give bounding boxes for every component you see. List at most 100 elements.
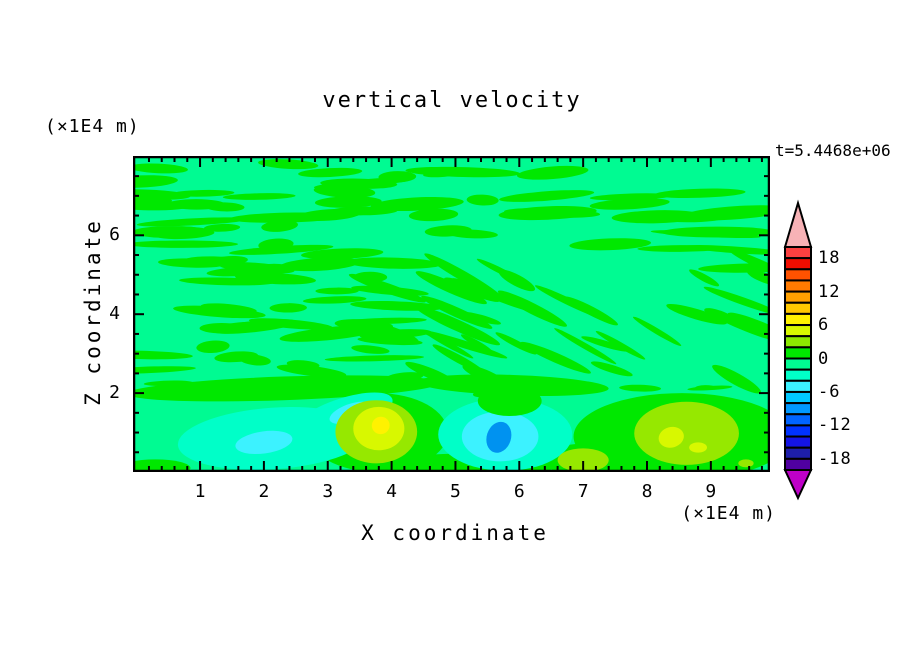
streak <box>173 305 266 319</box>
streak <box>408 208 459 222</box>
patch-right-updraft-chartreuse <box>658 426 684 448</box>
x-tick-label: 4 <box>386 481 398 502</box>
streak <box>460 334 493 353</box>
streak <box>484 387 519 392</box>
streak <box>516 165 589 180</box>
colorbar-bin <box>784 413 812 427</box>
streak <box>203 223 241 232</box>
streak <box>654 188 746 198</box>
field-layer <box>133 156 770 472</box>
streak <box>495 332 537 355</box>
patch-right-updraft-yellowgreen <box>634 401 739 465</box>
streak <box>581 336 630 352</box>
x-axis-title: X coordinate <box>361 521 549 545</box>
colorbar-bin <box>784 435 812 449</box>
streak <box>136 217 249 227</box>
x-tick-label: 8 <box>641 481 653 502</box>
streak <box>232 270 281 280</box>
colorbar-bin <box>784 446 812 460</box>
page-title: vertical velocity <box>322 88 582 113</box>
streak <box>155 228 215 240</box>
streak <box>133 163 188 174</box>
streak <box>595 330 646 360</box>
patch-updraft-left-yellow-core <box>371 416 390 435</box>
streak <box>158 258 227 268</box>
streak <box>351 345 390 354</box>
streak <box>133 175 178 188</box>
streak <box>345 257 442 269</box>
colorbar-tick-label: 18 <box>818 248 841 269</box>
streak <box>712 364 761 394</box>
streak <box>167 199 226 210</box>
z-tick-label: 4 <box>109 303 120 325</box>
colorbar-bin <box>784 335 812 349</box>
streak <box>384 372 424 383</box>
colorbar-bin <box>784 402 812 416</box>
colorbar-bin <box>784 301 812 315</box>
colorbar-tick-label: -18 <box>818 448 852 469</box>
streak <box>215 385 250 392</box>
streak <box>133 189 191 200</box>
feature-patches <box>133 374 770 472</box>
x-axis-unit-label: (×1E4 m) <box>681 503 776 524</box>
colorbar-bin <box>784 346 812 360</box>
patch-left-downdraft-core <box>235 430 293 455</box>
streak <box>504 207 601 218</box>
streak <box>472 390 494 398</box>
colorbar-tick-label: -12 <box>818 415 852 436</box>
colorbar-tick-label: 6 <box>818 315 830 336</box>
streak <box>424 253 503 300</box>
streak <box>497 290 567 327</box>
streak <box>370 196 464 212</box>
streak <box>133 350 193 360</box>
streak <box>704 308 736 323</box>
colorbar-bin <box>784 457 812 472</box>
colorbar-tick-label: 12 <box>818 281 841 302</box>
colorbar <box>775 195 904 505</box>
streak <box>520 341 591 374</box>
streak <box>703 286 770 316</box>
streak <box>729 249 770 283</box>
colorbar-over-arrow <box>783 199 813 248</box>
patch-mid-downdraft-blue-core <box>486 421 512 453</box>
x-tick-label: 1 <box>194 481 206 502</box>
streak <box>314 196 382 208</box>
streak <box>637 245 724 252</box>
streak <box>424 225 472 237</box>
streak <box>423 170 459 178</box>
streak <box>286 360 320 369</box>
colorbar-bin <box>784 246 812 260</box>
streak <box>554 328 617 365</box>
colorbar-bin <box>784 324 812 338</box>
streak <box>589 193 674 201</box>
streak <box>133 194 172 204</box>
streak-texture <box>133 159 770 398</box>
streak <box>590 361 633 377</box>
streak <box>564 296 618 326</box>
streak <box>422 329 474 359</box>
colorbar-bin <box>784 357 812 371</box>
x-tick-label: 9 <box>705 481 717 502</box>
streak <box>276 364 347 378</box>
streak <box>263 391 305 397</box>
z-axis-unit-label: (×1E4 m) <box>45 116 140 137</box>
colorbar-bin <box>784 424 812 438</box>
colorbar-bin <box>784 257 812 271</box>
streak <box>302 296 367 304</box>
streak <box>405 361 458 386</box>
colorbar-svg <box>783 199 813 501</box>
streak <box>415 271 487 305</box>
streak <box>419 329 508 359</box>
colorbar-bin <box>784 268 812 282</box>
streak <box>298 167 363 178</box>
streak <box>466 194 499 206</box>
streak <box>133 366 196 374</box>
streak <box>254 263 290 271</box>
streak <box>727 312 770 346</box>
streak <box>366 322 419 344</box>
patch-tiny-updraft-dot <box>738 459 754 468</box>
streak <box>171 189 235 197</box>
x-tick-label: 2 <box>258 481 270 502</box>
streak <box>698 263 770 273</box>
streak <box>747 269 770 286</box>
